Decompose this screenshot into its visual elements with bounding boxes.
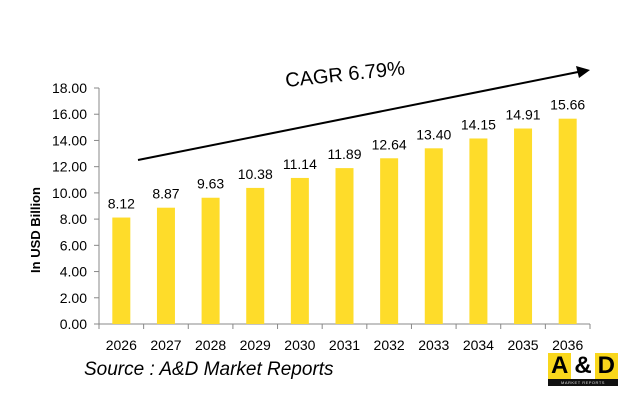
x-tick-label: 2029	[240, 337, 271, 353]
bar-2029	[246, 187, 265, 324]
data-label: 8.12	[108, 196, 135, 212]
cagr-arrow-head	[576, 66, 590, 78]
y-tick-label: 2.00	[60, 290, 87, 306]
x-tick-label: 2031	[329, 337, 360, 353]
data-label: 10.38	[238, 166, 273, 182]
bar-2026	[112, 217, 131, 324]
bar-2030	[290, 177, 309, 324]
data-label: 14.91	[506, 107, 541, 123]
bar-2035	[514, 128, 533, 324]
data-label: 12.64	[372, 136, 407, 152]
y-tick-label: 4.00	[60, 264, 87, 280]
x-tick-label: 2034	[463, 337, 494, 353]
x-tick-label: 2035	[507, 337, 538, 353]
bar-2033	[424, 148, 443, 324]
data-label: 8.87	[152, 186, 179, 202]
x-tick-label: 2033	[418, 337, 449, 353]
bar-2032	[380, 158, 399, 324]
x-tick-label: 2036	[552, 337, 583, 353]
y-tick-label: 16.00	[52, 106, 87, 122]
y-tick-label: 14.00	[52, 132, 87, 148]
x-tick-label: 2032	[374, 337, 405, 353]
logo-ampersand: &	[574, 352, 592, 379]
data-label: 11.14	[283, 156, 317, 172]
y-tick-label: 8.00	[60, 211, 87, 227]
cagr-arrow-line	[137, 71, 579, 161]
bar-2028	[201, 197, 220, 324]
bar-2031	[335, 168, 354, 324]
y-tick-label: 10.00	[52, 185, 87, 201]
x-tick-label: 2030	[284, 337, 315, 353]
logo-letter-d: D	[594, 352, 618, 379]
data-label: 14.15	[461, 116, 496, 132]
y-tick-label: 0.00	[60, 316, 87, 332]
source-text: Source : A&D Market Reports	[84, 359, 334, 380]
y-tick-label: 6.00	[60, 237, 87, 253]
bar-2036	[558, 118, 577, 325]
brand-logo: A & D MARKET REPORTS	[548, 352, 618, 387]
bar-2027	[156, 207, 175, 324]
y-tick-label: 12.00	[52, 159, 87, 175]
logo-letter-a: A	[548, 352, 572, 379]
data-label: 13.40	[416, 126, 451, 142]
x-tick-label: 2026	[106, 337, 137, 353]
cagr-annotation: CAGR 6.79%	[284, 58, 406, 92]
y-axis-label: In USD Billion	[28, 187, 43, 273]
data-label: 11.89	[328, 146, 362, 162]
data-label: 15.66	[550, 97, 585, 113]
data-label: 9.63	[197, 176, 224, 192]
x-tick-label: 2027	[150, 337, 181, 353]
logo-tagline: MARKET REPORTS	[548, 379, 618, 386]
y-tick-label: 18.00	[52, 80, 87, 96]
x-tick-label: 2028	[195, 337, 226, 353]
bar-2034	[469, 138, 488, 324]
